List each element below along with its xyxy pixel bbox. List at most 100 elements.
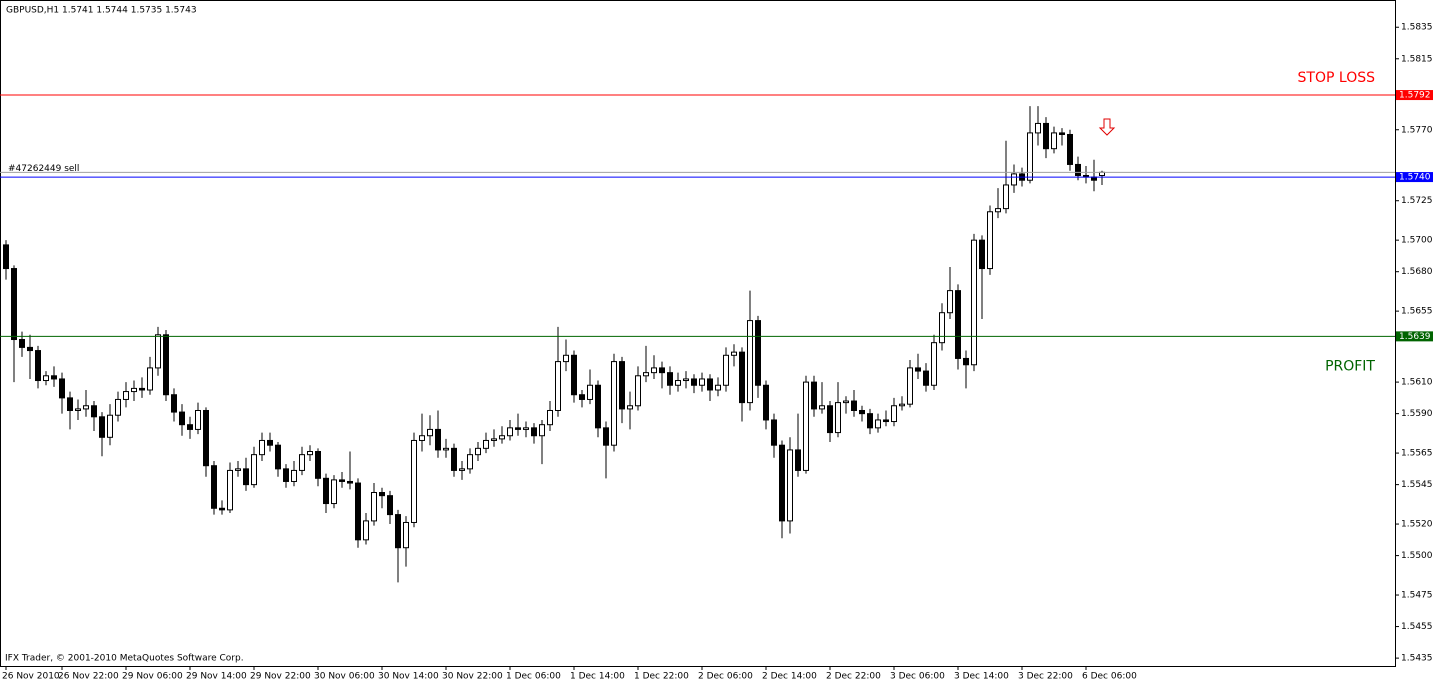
- candle-body: [67, 397, 73, 411]
- x-tick-label: 30 Nov 14:00: [378, 672, 439, 682]
- x-tick-label: 3 Dec 06:00: [890, 672, 945, 682]
- candle-body: [771, 419, 777, 446]
- candle-body: [3, 244, 9, 270]
- candle-body: [603, 427, 609, 446]
- candle-body: [971, 239, 977, 366]
- candle-body: [403, 521, 409, 549]
- candle-body: [811, 381, 817, 410]
- candle-body: [643, 372, 649, 377]
- candle-body: [203, 409, 209, 467]
- candle-body: [883, 419, 889, 423]
- candle-body: [451, 447, 457, 471]
- candle-body: [683, 378, 689, 382]
- candle-body: [11, 268, 17, 341]
- candle-body: [707, 378, 713, 391]
- candle-body: [211, 465, 217, 509]
- candle-body: [483, 439, 489, 449]
- candle-body: [459, 468, 465, 471]
- candle-body: [875, 419, 881, 429]
- y-tick-label: 1.5655: [1401, 307, 1433, 317]
- candle-body: [819, 405, 825, 410]
- candle-body: [251, 454, 257, 486]
- candle-body: [491, 438, 497, 441]
- x-tick-label: 29 Nov 22:00: [250, 672, 311, 682]
- candle-body: [843, 400, 849, 404]
- candle-body: [83, 405, 89, 410]
- candle-body: [731, 351, 737, 356]
- candle-body: [587, 384, 593, 400]
- candle-body: [59, 378, 65, 399]
- candle-body: [723, 354, 729, 386]
- candle-body: [947, 290, 953, 314]
- y-tick-label: 1.5815: [1401, 54, 1433, 64]
- candle-body: [867, 413, 873, 429]
- y-tick-label: 1.5545: [1401, 480, 1433, 490]
- candle-body: [27, 346, 33, 352]
- candle-body: [1003, 184, 1009, 210]
- candle-body: [275, 444, 281, 470]
- x-tick-label: 1 Dec 06:00: [506, 672, 561, 682]
- candle-body: [963, 357, 969, 366]
- x-tick-label: 29 Nov 06:00: [122, 672, 183, 682]
- candle-body: [99, 416, 105, 438]
- x-tick-label: 3 Dec 22:00: [1018, 672, 1073, 682]
- level-name: PROFIT: [1325, 358, 1375, 374]
- candle-body: [171, 394, 177, 413]
- candle-body: [531, 427, 537, 437]
- candle-body: [339, 479, 345, 482]
- candle-body: [299, 454, 305, 471]
- candle-body: [475, 447, 481, 456]
- candle-body: [419, 435, 425, 441]
- candle-body: [91, 405, 97, 418]
- price-label: 1.5792: [1399, 91, 1431, 101]
- price-label: 1.5639: [1399, 332, 1431, 342]
- x-tick-label: 3 Dec 14:00: [954, 672, 1009, 682]
- y-tick-label: 1.5770: [1401, 125, 1433, 135]
- x-tick-label: 2 Dec 14:00: [762, 672, 817, 682]
- candle-body: [699, 378, 705, 386]
- candle-body: [691, 378, 697, 386]
- candle-body: [747, 320, 753, 404]
- candle-body: [227, 469, 233, 511]
- y-tick-label: 1.5700: [1401, 236, 1433, 246]
- candle-body: [219, 507, 225, 511]
- candle-body: [35, 350, 41, 382]
- candle-body: [427, 428, 433, 437]
- candle-body: [659, 367, 665, 374]
- y-tick-label: 1.5500: [1401, 551, 1433, 561]
- candle-body: [131, 387, 137, 393]
- candle-body: [667, 372, 673, 386]
- candle-body: [851, 400, 857, 411]
- candle-body: [363, 520, 369, 541]
- candle-body: [155, 334, 161, 369]
- candle-body: [763, 384, 769, 421]
- y-tick-label: 1.5835: [1401, 23, 1433, 33]
- candle-body: [907, 367, 913, 405]
- y-tick-label: 1.5435: [1401, 654, 1433, 664]
- x-tick-label: 26 Nov 22:00: [58, 672, 119, 682]
- candle-body: [331, 479, 337, 505]
- candle-body: [795, 449, 801, 471]
- candle-body: [259, 439, 265, 456]
- chart-title: GBPUSD,H1 1.5741 1.5744 1.5735 1.5743: [6, 6, 197, 16]
- x-tick-label: 30 Nov 22:00: [442, 672, 503, 682]
- candle-body: [675, 380, 681, 386]
- level-name: STOP LOSS: [1298, 70, 1376, 86]
- candle-body: [635, 375, 641, 407]
- candle-body: [619, 361, 625, 410]
- candle-body: [1011, 173, 1017, 186]
- candle-body: [291, 469, 297, 482]
- candle-body: [827, 405, 833, 434]
- candle-body: [611, 361, 617, 446]
- candle-body: [387, 495, 393, 516]
- order-label: #47262449 sell: [8, 164, 79, 174]
- candle-body: [467, 454, 473, 470]
- candle-body: [395, 514, 401, 549]
- price-label-box: [1396, 90, 1433, 101]
- price-label-box: [1396, 331, 1433, 342]
- candle-body: [651, 367, 657, 374]
- candle-body: [323, 477, 329, 505]
- candle-body: [123, 391, 129, 400]
